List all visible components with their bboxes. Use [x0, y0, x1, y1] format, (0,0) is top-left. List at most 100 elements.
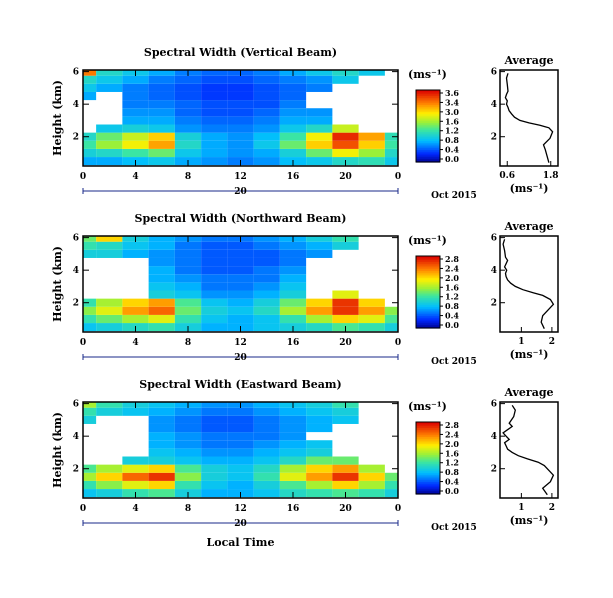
heatmap-cell	[227, 250, 253, 258]
heatmap-cell	[83, 149, 96, 157]
heatmap-cell	[175, 307, 201, 315]
colorbar-unit: (ms⁻¹)	[408, 234, 447, 247]
heatmap-cell	[227, 282, 253, 290]
date-label: Oct 2015	[431, 357, 477, 367]
heatmap-cell	[306, 489, 332, 497]
heatmap-cell	[122, 133, 148, 141]
heatmap-cell	[175, 76, 201, 84]
heatmap-cell	[280, 408, 306, 416]
heatmap-cell	[254, 307, 280, 315]
heatmap-cell	[122, 125, 148, 133]
heatmap-cell	[227, 457, 253, 465]
heatmap-cell	[280, 307, 306, 315]
heatmap-cell	[280, 92, 306, 100]
heatmap-cell	[227, 299, 253, 307]
x-tick-label: 0	[395, 338, 401, 348]
x-axis-label: Local Time	[207, 536, 275, 549]
heatmap-cell	[149, 282, 175, 290]
heatmap-cell	[175, 125, 201, 133]
heatmap-cell	[359, 481, 385, 489]
heatmap-cell	[122, 307, 148, 315]
heatmap-cell	[227, 125, 253, 133]
heatmap-cell	[359, 465, 385, 473]
heatmap-cell	[254, 481, 280, 489]
heatmap-cell	[280, 448, 306, 456]
x-tick-label: 0	[80, 172, 86, 182]
heatmap-cell	[96, 125, 122, 133]
heatmap-cell	[280, 315, 306, 323]
average-x-label: (ms⁻¹)	[510, 348, 549, 361]
heatmap-cell	[306, 236, 332, 242]
heatmap-cell	[149, 236, 175, 242]
heatmap-cell	[280, 274, 306, 282]
heatmap-cell	[359, 489, 385, 497]
heatmap-cell	[122, 481, 148, 489]
heatmap-cell	[149, 489, 175, 497]
heatmap-cell	[280, 432, 306, 440]
y-tick-label: 2	[491, 299, 497, 309]
colorbar-unit: (ms⁻¹)	[408, 68, 447, 81]
heatmap-cell	[83, 408, 96, 416]
y-tick-label: 2	[73, 299, 79, 309]
heatmap-cell	[175, 465, 201, 473]
heatmap-cell	[385, 307, 398, 315]
heatmap-cell	[227, 465, 253, 473]
y-tick-label: 6	[73, 68, 79, 78]
heatmap-cell	[149, 70, 175, 76]
heatmap-cell	[254, 465, 280, 473]
y-tick-label: 6	[491, 400, 497, 410]
heatmap-cell	[149, 440, 175, 448]
heatmap-cell	[254, 473, 280, 481]
heatmap-cell	[175, 457, 201, 465]
heatmap-cell	[227, 149, 253, 157]
heatmap-cell	[96, 250, 122, 258]
x-tick-label: 0	[80, 338, 86, 348]
heatmap-cell	[175, 149, 201, 157]
heatmap-cell	[122, 457, 148, 465]
heatmap-cell	[122, 149, 148, 157]
x-tick-label: 12	[234, 172, 247, 182]
heatmap-cell	[175, 250, 201, 258]
heatmap-cell	[149, 76, 175, 84]
heatmap-cell	[83, 141, 96, 149]
heatmap-cell	[385, 489, 398, 497]
heatmap-cell	[306, 108, 332, 116]
y-tick-label: 6	[491, 234, 497, 244]
heatmap-cells	[83, 70, 398, 165]
heatmap-cells	[83, 236, 398, 331]
heatmap-cell	[227, 76, 253, 84]
heatmap-cell	[96, 242, 122, 250]
heatmap-cell	[201, 323, 227, 331]
heatmap-cell	[385, 481, 398, 489]
heatmap-cell	[227, 408, 253, 416]
heatmap-cell	[201, 489, 227, 497]
colorbar-unit: (ms⁻¹)	[408, 400, 447, 413]
y-axis-label: Height (km)	[51, 412, 64, 488]
heatmap-cell	[254, 323, 280, 331]
heatmap-cell	[254, 416, 280, 424]
heatmap-cell	[201, 457, 227, 465]
heatmap-cell	[149, 323, 175, 331]
heatmap-cell	[332, 473, 358, 481]
heatmap-cell	[280, 424, 306, 432]
heatmap-cell	[149, 465, 175, 473]
heatmap-cell	[96, 76, 122, 84]
x-tick-label: 8	[185, 504, 191, 514]
heatmap-cell	[201, 465, 227, 473]
heatmap-cell	[149, 149, 175, 157]
x-tick-label: 8	[185, 172, 191, 182]
heatmap-cell	[83, 473, 96, 481]
heatmap-cell	[280, 416, 306, 424]
heatmap-cell	[227, 116, 253, 124]
date-label: Oct 2015	[431, 523, 477, 533]
heatmap-cell	[254, 250, 280, 258]
heatmap-cell	[280, 481, 306, 489]
y-tick-label: 2	[491, 133, 497, 143]
heatmap-cell	[306, 141, 332, 149]
x-tick-label: 2	[549, 503, 555, 513]
date-marker: 20	[234, 353, 247, 363]
heatmap-title: Spectral Width (Vertical Beam)	[144, 46, 337, 59]
heatmap-cell	[122, 100, 148, 108]
heatmap-cell	[306, 315, 332, 323]
